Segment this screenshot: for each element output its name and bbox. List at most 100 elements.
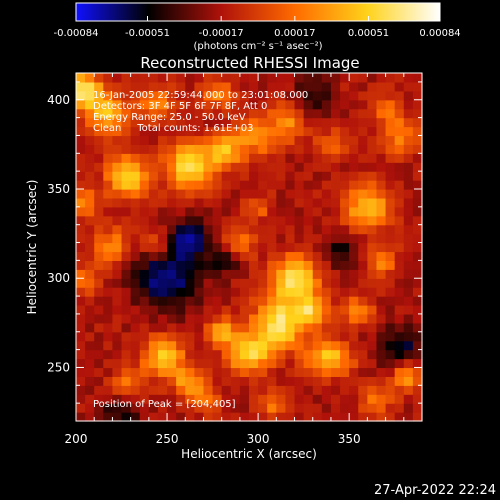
colorbar-tick-label: 0.00051 <box>348 28 389 39</box>
heatmap-cell <box>303 117 314 128</box>
heatmap-cell <box>167 278 177 288</box>
heatmap-cell <box>185 144 195 154</box>
heatmap-cell <box>167 385 177 395</box>
heatmap-cell <box>139 81 150 92</box>
heatmap-cell <box>148 206 159 217</box>
heatmap-cell <box>221 340 232 351</box>
heatmap-cell <box>148 331 159 342</box>
heatmap-cell <box>294 90 305 101</box>
heatmap-cell <box>394 126 405 137</box>
heatmap-cell <box>176 358 186 369</box>
heatmap-cell <box>385 394 396 404</box>
heatmap-cell <box>176 260 186 270</box>
heatmap-cell <box>230 171 241 181</box>
heatmap-cell <box>249 278 259 288</box>
heatmap-cell <box>203 287 214 297</box>
heatmap-cell <box>303 251 314 261</box>
heatmap-cell <box>130 171 141 181</box>
heatmap-cell <box>367 162 378 172</box>
heatmap-cell <box>76 171 86 181</box>
heatmap-cell <box>258 412 268 422</box>
heatmap-cell <box>285 260 296 270</box>
heatmap-cell <box>212 358 223 369</box>
heatmap-cell <box>376 260 387 270</box>
heatmap-cell <box>194 251 205 261</box>
heatmap-cell <box>185 296 195 306</box>
heatmap-cell <box>221 412 232 422</box>
heatmap-cell <box>303 135 314 145</box>
heatmap-cell <box>249 99 259 110</box>
heatmap-cell <box>385 135 396 145</box>
heatmap-cell <box>230 376 241 386</box>
heatmap-cell <box>412 305 423 315</box>
heatmap-cell <box>139 403 150 413</box>
heatmap-cell <box>103 322 114 333</box>
heatmap-cell <box>321 287 332 297</box>
heatmap-cell <box>330 340 341 351</box>
heatmap-cell <box>167 90 177 101</box>
heatmap-cell <box>276 403 287 413</box>
heatmap-cell <box>276 287 287 297</box>
heatmap-cell <box>130 340 141 351</box>
heatmap-cell <box>385 81 396 92</box>
heatmap-cell <box>276 126 287 137</box>
heatmap-cell <box>139 394 150 404</box>
heatmap-cell <box>285 99 296 110</box>
heatmap-cell <box>230 313 241 324</box>
heatmap-cell <box>157 99 168 110</box>
heatmap-cell <box>303 376 314 386</box>
heatmap-cell <box>121 117 132 128</box>
heatmap-cell <box>394 180 405 190</box>
heatmap-cell <box>267 215 277 226</box>
heatmap-cell <box>394 340 405 351</box>
heatmap-cell <box>167 215 177 226</box>
heatmap-cell <box>157 322 168 333</box>
heatmap-cell <box>203 403 214 413</box>
heatmap-cell <box>294 162 305 172</box>
heatmap-cell <box>230 296 241 306</box>
heatmap-cell <box>385 376 396 386</box>
heatmap-cell <box>139 197 150 208</box>
heatmap-cell <box>285 403 296 413</box>
heatmap-cell <box>212 73 223 83</box>
heatmap-cell <box>230 73 241 83</box>
heatmap-cell <box>176 322 186 333</box>
heatmap-cell <box>340 403 350 413</box>
heatmap-cell <box>412 215 423 226</box>
heatmap-cell <box>249 322 259 333</box>
heatmap-cell <box>303 287 314 297</box>
heatmap-cell <box>403 367 414 377</box>
heatmap-cell <box>148 126 159 137</box>
heatmap-cell <box>285 81 296 92</box>
heatmap-cell <box>376 287 387 297</box>
heatmap-cell <box>121 162 132 172</box>
heatmap-cell <box>340 412 350 422</box>
heatmap-cell <box>167 349 177 360</box>
heatmap-cell <box>376 90 387 101</box>
heatmap-cell <box>358 135 368 145</box>
heatmap-cell <box>157 349 168 360</box>
heatmap-cell <box>321 242 332 253</box>
heatmap-cell <box>167 412 177 422</box>
heatmap-cell <box>157 376 168 386</box>
heatmap-cell <box>312 305 323 315</box>
heatmap-cell <box>121 376 132 386</box>
heatmap-cell <box>285 296 296 306</box>
heatmap-cell <box>276 162 287 172</box>
heatmap-cell <box>376 197 387 208</box>
heatmap-cell <box>121 260 132 270</box>
heatmap-cell <box>312 367 323 377</box>
heatmap-cell <box>412 171 423 181</box>
heatmap-cell <box>330 126 341 137</box>
heatmap-cell <box>285 349 296 360</box>
heatmap-cell <box>239 340 250 351</box>
heatmap-cell <box>148 117 159 128</box>
heatmap-cell <box>312 189 323 199</box>
heatmap-cell <box>221 189 232 199</box>
heatmap-cell <box>285 171 296 181</box>
heatmap-cell <box>258 385 268 395</box>
heatmap-cell <box>321 162 332 172</box>
heatmap-cell <box>412 73 423 83</box>
heatmap-cell <box>321 403 332 413</box>
heatmap-cell <box>412 296 423 306</box>
